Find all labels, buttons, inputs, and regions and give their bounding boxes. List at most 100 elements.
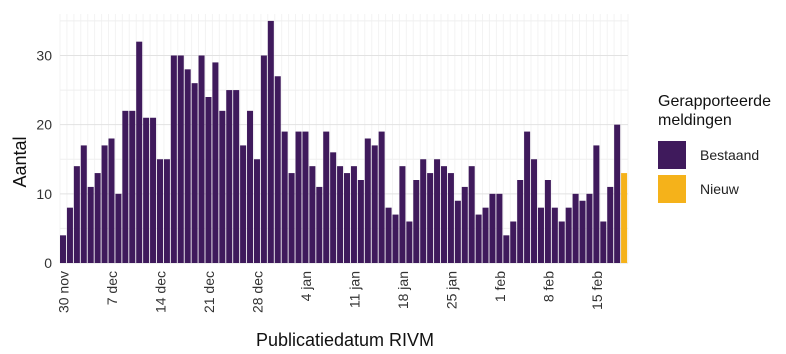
bar-bestaand [510,221,517,263]
bar-bestaand [406,221,413,263]
bars [60,20,628,264]
bar-bestaand [129,110,136,263]
bar-bestaand [73,166,80,263]
legend-swatch-nieuw [658,175,686,203]
bar-bestaand [350,166,357,263]
bar-bestaand [240,145,247,263]
bar-bestaand [212,62,219,263]
bar-bestaand [143,117,150,263]
bar-bestaand [440,166,448,263]
bar-bestaand [302,131,309,263]
bar-bestaand [600,221,607,263]
bar-bestaand [461,186,468,263]
bar-bestaand [233,90,240,263]
x-axis-title: Publicatiedatum RIVM [256,330,434,350]
bar-bestaand [330,152,337,263]
bar-bestaand [60,235,67,263]
bar-bestaand [260,55,267,263]
x-tick-label: 25 jan [443,271,459,309]
legend-item-nieuw: Nieuw [658,174,783,204]
bar-bestaand [413,180,420,263]
y-tick-label: 10 [36,186,52,202]
bar-bestaand [177,55,184,263]
bar-bestaand [156,159,164,263]
bar-bestaand [593,145,600,263]
bar-bestaand [447,173,454,263]
bar-bestaand [427,173,434,263]
y-tick-label: 0 [44,255,52,271]
bar-bestaand [122,110,129,263]
bar-bestaand [371,145,378,263]
legend-swatch-bestaand [658,141,686,169]
x-tick-label: 1 feb [492,271,508,302]
bar-bestaand [496,193,503,263]
y-tick-label: 30 [36,48,52,64]
bar-bestaand [150,117,157,263]
bar-nieuw [621,173,628,263]
bar-bestaand [544,180,551,263]
bar-bestaand [558,221,565,263]
bar-bestaand [184,69,191,263]
legend-title: Gerapporteerde meldingen [658,93,771,129]
y-axis-title: Aantal [10,136,30,187]
x-axis-ticks: 30 nov 7 dec 14 dec 21 dec 28 dec 4 jan 11 jan… [55,271,604,313]
bar-bestaand [607,186,614,263]
x-tick-label: 11 jan [346,271,362,308]
bar-bestaand [503,235,510,263]
bar-bestaand [565,207,572,263]
bar-bestaand [136,41,143,263]
x-tick-label: 21 dec [201,271,217,313]
bar-bestaand [517,180,524,263]
bar-bestaand [337,166,344,263]
legend-item-bestaand: Bestaand [658,140,783,170]
bar-bestaand [489,193,496,263]
bar-bestaand [267,20,274,263]
bar-bestaand [219,110,226,263]
bar-bestaand [524,131,531,263]
legend-label-bestaand: Bestaand [700,147,760,163]
bar-bestaand [253,159,260,263]
bar-bestaand [66,207,73,263]
bar-bestaand [344,173,351,263]
bar-bestaand [357,180,364,263]
y-tick-label: 20 [36,117,52,133]
x-tick-label: 8 feb [540,271,556,302]
bar-bestaand [101,145,108,263]
bar-bestaand [572,193,579,263]
legend-label-nieuw: Nieuw [700,181,739,197]
bar-bestaand [309,166,316,263]
bar-bestaand [468,166,475,263]
x-tick-label: 14 dec [152,271,168,313]
bar-bestaand [579,200,586,263]
bar-bestaand [170,55,177,263]
x-tick-label: 4 jan [298,271,314,301]
bar-bestaand [323,131,330,263]
bar-bestaand [191,83,198,264]
bar-bestaand [295,131,302,263]
bar-bestaand [94,173,101,263]
bar-bestaand [586,193,593,263]
bar-bestaand [531,159,538,263]
bar-bestaand [80,145,87,263]
x-tick-label: 28 dec [249,271,265,313]
bar-bestaand [87,186,94,263]
bar-bestaand [281,131,288,263]
bar-bestaand [475,214,482,263]
bar-bestaand [108,138,115,263]
bar-bestaand [288,173,295,263]
bar-bestaand [385,207,392,263]
bar-bestaand [454,200,461,263]
bar-bestaand [226,90,233,263]
bar-bestaand [482,207,489,263]
x-tick-label: 18 jan [395,271,411,309]
x-tick-label: 30 nov [55,271,71,313]
bar-bestaand [247,110,254,263]
bar-bestaand [115,193,122,263]
bar-bestaand [364,138,371,263]
bar-bestaand [551,207,558,263]
bar-bestaand [205,97,212,263]
x-tick-label: 7 dec [104,271,120,305]
bar-bestaand [392,214,399,263]
x-tick-label: 15 feb [589,271,605,310]
